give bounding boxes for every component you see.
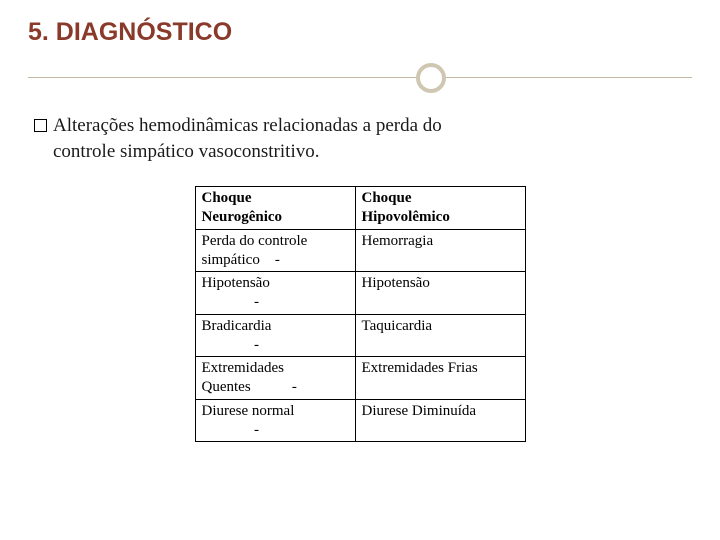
table-row: Perda do controlesimpático - Hemorragia xyxy=(195,229,525,272)
cell-a: ExtremidadesQuentes - xyxy=(195,357,355,400)
table-row: Diurese normal - Diurese Diminuída xyxy=(195,399,525,442)
title-rule xyxy=(28,63,692,95)
body-paragraph: Alterações hemodinâmicas relacionadas a … xyxy=(34,113,692,164)
cell-b: Extremidades Frias xyxy=(355,357,525,400)
cell-b: Taquicardia xyxy=(355,314,525,357)
cell-b: Diurese Diminuída xyxy=(355,399,525,442)
header-b-line1: Choque xyxy=(362,190,412,206)
horizontal-rule xyxy=(28,77,692,78)
cell-b: Hemorragia xyxy=(355,229,525,272)
comparison-table-wrap: Choque Neurogênico Choque Hipovolêmico P… xyxy=(28,186,692,442)
body-line-2: controle simpático vasoconstritivo. xyxy=(53,141,319,162)
header-b-line2: Hipovolêmico xyxy=(362,209,450,225)
table-row: ExtremidadesQuentes - Extremidades Frias xyxy=(195,357,525,400)
square-bullet-icon xyxy=(34,119,47,132)
cell-b: Hipotensão xyxy=(355,272,525,315)
cell-a: Diurese normal - xyxy=(195,399,355,442)
header-hipovolemico: Choque Hipovolêmico xyxy=(355,187,525,230)
table-header-row: Choque Neurogênico Choque Hipovolêmico xyxy=(195,187,525,230)
rule-circle-icon xyxy=(416,63,446,93)
slide-title: 5. DIAGNÓSTICO xyxy=(28,18,692,47)
comparison-table: Choque Neurogênico Choque Hipovolêmico P… xyxy=(195,186,526,442)
cell-a: Perda do controlesimpático - xyxy=(195,229,355,272)
table-row: Bradicardia - Taquicardia xyxy=(195,314,525,357)
cell-a: Hipotensão - xyxy=(195,272,355,315)
table-row: Hipotensão - Hipotensão xyxy=(195,272,525,315)
header-neurogenico: Choque Neurogênico xyxy=(195,187,355,230)
header-a-line2: Neurogênico xyxy=(202,209,283,225)
body-line-1: Alterações hemodinâmicas relacionadas a … xyxy=(53,115,442,136)
slide: 5. DIAGNÓSTICO Alterações hemodinâmicas … xyxy=(0,0,720,540)
header-a-line1: Choque xyxy=(202,190,252,206)
cell-a: Bradicardia - xyxy=(195,314,355,357)
